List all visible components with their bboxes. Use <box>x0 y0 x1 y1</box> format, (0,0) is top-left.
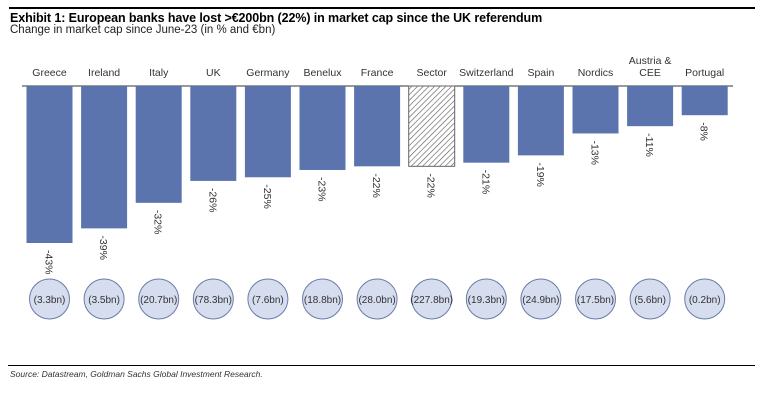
bar-germany <box>244 86 291 178</box>
bar-austria-cee <box>627 86 674 127</box>
category-label: Sector <box>417 67 448 79</box>
bn-label: (7.6bn) <box>252 295 284 306</box>
bar-spain <box>517 86 564 156</box>
category-label: Germany <box>246 67 290 79</box>
category-label: Italy <box>149 67 169 79</box>
bn-label: (20.7bn) <box>140 295 177 306</box>
category-label: Benelux <box>304 67 343 79</box>
value-label: -13% <box>589 140 601 165</box>
bn-label: (227.8bn) <box>410 295 453 306</box>
bar-benelux <box>299 86 346 170</box>
footer-rule <box>8 365 755 366</box>
category-label: Portugal <box>685 67 724 79</box>
source-note: Source: Datastream, Goldman Sachs Global… <box>10 369 263 379</box>
bn-label: (24.9bn) <box>522 295 559 306</box>
category-label: Greece <box>32 67 67 79</box>
bn-circle <box>192 278 234 320</box>
value-label: -8% <box>698 122 710 141</box>
value-label: -43% <box>43 250 55 275</box>
value-label: -25% <box>261 184 273 209</box>
chart-subtitle: Change in market cap since June-23 (in %… <box>10 24 276 36</box>
bar-nordics <box>572 86 619 134</box>
bar-portugal <box>681 86 728 116</box>
category-label: CEE <box>639 67 661 79</box>
bn-label: (3.3bn) <box>34 295 66 306</box>
bar-uk <box>190 86 237 181</box>
bn-circle <box>356 278 398 320</box>
chart-title: Exhibit 1: European banks have lost >€20… <box>10 11 543 25</box>
bn-label: (19.3bn) <box>468 295 505 306</box>
value-label: -32% <box>152 210 164 235</box>
value-label: -39% <box>97 235 109 260</box>
top-rule <box>9 7 755 9</box>
category-label: France <box>361 67 394 79</box>
bn-circle <box>302 278 343 320</box>
bn-label: (0.2bn) <box>689 295 721 306</box>
bar-france <box>354 86 401 167</box>
bar-ireland <box>81 86 128 229</box>
bar-italy <box>135 86 182 203</box>
bn-circle <box>247 278 289 320</box>
bn-circle <box>83 278 125 320</box>
category-label: Spain <box>527 67 554 79</box>
bn-label: (17.5bn) <box>577 295 614 306</box>
value-label: -22% <box>370 173 382 198</box>
bn-circle <box>138 278 180 320</box>
value-label: -26% <box>206 188 218 213</box>
category-label: Ireland <box>88 67 120 79</box>
bn-circle <box>684 278 726 320</box>
bn-circle <box>520 278 562 320</box>
bn-label: (18.8bn) <box>304 295 341 306</box>
bar-sector <box>408 85 456 167</box>
category-label: Austria & <box>629 55 672 67</box>
bn-label: (3.5bn) <box>88 295 120 306</box>
value-label: -23% <box>316 177 328 202</box>
bn-label: (5.6bn) <box>634 295 666 306</box>
value-label: -19% <box>534 162 546 187</box>
value-label: -22% <box>425 173 437 198</box>
value-label: -11% <box>643 133 655 157</box>
value-label: -21% <box>479 170 491 195</box>
category-label: Switzerland <box>459 67 513 79</box>
bn-circle <box>411 278 453 320</box>
bar-greece <box>26 86 73 243</box>
bn-circle <box>465 278 507 320</box>
bn-label: (78.3bn) <box>195 295 232 306</box>
category-label: UK <box>206 67 221 79</box>
bar-switzerland <box>463 86 510 163</box>
bn-label: (28.0bn) <box>358 295 395 306</box>
bn-circle <box>629 278 671 320</box>
category-label: Nordics <box>578 67 614 79</box>
bn-circle <box>29 278 70 320</box>
bn-circle <box>575 278 616 320</box>
